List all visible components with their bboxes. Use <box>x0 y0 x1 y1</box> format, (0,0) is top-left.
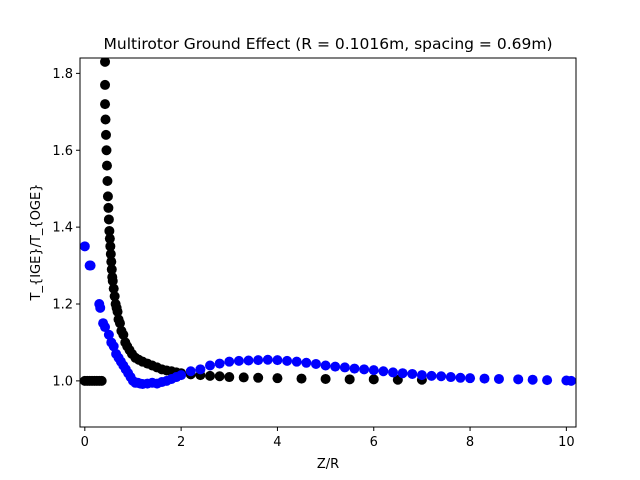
series-1-point <box>368 374 379 385</box>
series-2-point <box>243 355 254 366</box>
series-1-point <box>100 79 111 90</box>
series-2-point <box>566 375 576 386</box>
series-2-point <box>513 374 524 385</box>
series-2-point <box>214 358 225 369</box>
series-1-point <box>253 372 264 383</box>
series-2-point <box>359 364 370 375</box>
series-2-point <box>388 367 399 378</box>
series-1-point <box>205 370 216 381</box>
series-1-point <box>100 114 111 125</box>
chart-title: Multirotor Ground Effect (R = 0.1016m, s… <box>104 35 553 53</box>
series-1-point <box>296 373 307 384</box>
series-1-point <box>102 176 113 186</box>
series-2-point <box>108 341 119 352</box>
x-tick-label: 6 <box>370 435 378 450</box>
series-2-point <box>542 375 553 386</box>
series-1-point <box>118 329 129 340</box>
series-2-point <box>95 302 106 313</box>
axes-frame <box>79 57 577 428</box>
series-2-point <box>301 357 312 368</box>
series-2-point <box>291 356 302 367</box>
series-2-point <box>493 373 504 384</box>
y-tick-label: 1.6 <box>52 144 73 159</box>
x-axis-label: Z/R <box>317 457 339 472</box>
series-2-point <box>80 241 90 252</box>
series-1-point <box>103 202 114 213</box>
series-1-point <box>102 191 113 202</box>
series-1-point <box>100 99 111 110</box>
series-2-point <box>378 366 389 377</box>
series-2-point <box>397 368 408 379</box>
series-1-point <box>108 283 119 294</box>
y-tick-label: 1.8 <box>52 67 73 82</box>
series-2 <box>80 241 576 389</box>
series-1-point <box>106 256 117 267</box>
series-1-point <box>105 241 116 252</box>
x-tick-label: 10 <box>558 435 575 450</box>
series-2-point <box>176 370 187 381</box>
series-2-point <box>479 373 490 384</box>
series-2-point <box>368 365 379 376</box>
x-tick-label: 0 <box>81 435 89 450</box>
plot-area <box>80 58 576 389</box>
series-2-point <box>103 329 114 340</box>
series-1-point <box>106 264 117 275</box>
series-1-point <box>272 373 283 384</box>
series-1-point <box>112 306 123 317</box>
series-1-point <box>101 160 112 171</box>
series-1-point <box>114 318 125 329</box>
series-2-point <box>233 355 244 366</box>
series-1-point <box>101 145 112 156</box>
y-tick-label: 1.0 <box>52 374 73 389</box>
series-1-point <box>104 225 115 236</box>
series-1-point <box>105 249 116 260</box>
series-1-point <box>238 372 249 383</box>
y-axis: 1.0 1.2 1.4 1.6 1.8 <box>52 67 80 389</box>
series-2-point <box>282 355 293 366</box>
series-2-point <box>310 358 321 369</box>
series-2-point <box>320 360 331 371</box>
series-2-point <box>262 354 273 365</box>
series-1-point <box>109 291 120 302</box>
series-1-point <box>214 371 225 382</box>
series-1-point <box>103 214 114 225</box>
series-1-point <box>320 373 331 384</box>
x-axis: 0 2 4 6 8 10 <box>81 427 575 450</box>
series-2-point <box>195 364 206 375</box>
series-2-point <box>455 372 466 383</box>
x-tick-label: 8 <box>466 435 474 450</box>
y-axis-label: T_{IGE}/T_{OGE} <box>29 184 44 302</box>
series-1-point <box>344 374 355 385</box>
series-2-point <box>339 362 350 373</box>
series-1-point <box>100 58 111 67</box>
series-2-point <box>253 355 264 366</box>
series-1-point <box>96 375 107 386</box>
series-1-point <box>107 275 118 286</box>
series-1-point <box>224 372 235 383</box>
series-1-point <box>104 233 115 244</box>
series-2-point <box>85 260 96 271</box>
series-2-point <box>426 370 437 381</box>
series-2-point <box>272 355 283 366</box>
series-2-point <box>445 372 456 383</box>
series-2-point <box>185 366 196 377</box>
y-tick-label: 1.4 <box>52 221 73 236</box>
series-2-point <box>416 370 427 381</box>
series-2-point <box>205 360 216 371</box>
series-2-point <box>224 356 235 367</box>
y-tick-label: 1.2 <box>52 298 73 313</box>
series-2-point <box>465 373 476 384</box>
series-2-point <box>527 374 538 385</box>
series-2-point <box>349 363 360 374</box>
x-tick-label: 2 <box>177 435 185 450</box>
series-2-point <box>436 371 447 382</box>
series-2-point <box>407 368 418 379</box>
series-1-point <box>101 129 111 140</box>
series-2-point <box>330 361 341 372</box>
series-2-point <box>100 322 111 333</box>
x-tick-label: 4 <box>273 435 281 450</box>
